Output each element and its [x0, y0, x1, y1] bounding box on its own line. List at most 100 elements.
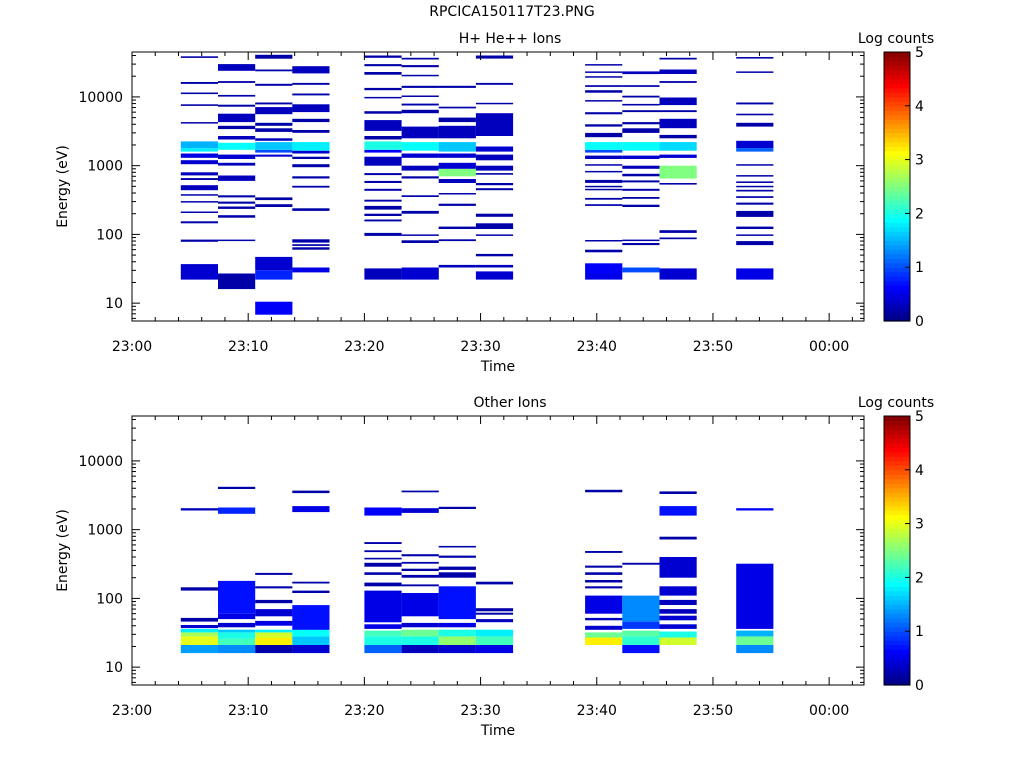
heatmap-cell [292, 645, 330, 654]
colorbar-segment [884, 96, 910, 102]
heatmap-cell [255, 149, 293, 153]
y-tick-label: 10 [105, 296, 123, 312]
heatmap-cell [180, 587, 218, 591]
colorbar-segment [884, 123, 910, 129]
heatmap-cell [218, 104, 256, 107]
heatmap-cell [438, 645, 476, 654]
heatmap-cell [401, 74, 439, 77]
heatmap-cell [401, 240, 439, 243]
colorbar-segment [884, 505, 910, 511]
heatmap-cell [292, 176, 330, 179]
colorbar-segment [884, 208, 910, 214]
colorbar-segment [884, 532, 910, 538]
heatmap-cell [180, 632, 218, 637]
colorbar-tick-label: 4 [915, 463, 924, 479]
colorbar-segment [884, 146, 910, 152]
heatmap-cell [736, 181, 774, 183]
heatmap-cell [180, 141, 218, 149]
colorbar-tick-label: 2 [915, 570, 924, 586]
heatmap-cell [180, 239, 218, 242]
colorbar-segment [884, 235, 910, 241]
heatmap-cell [292, 104, 330, 113]
heatmap-cell [401, 65, 439, 68]
heatmap-cell [585, 551, 623, 553]
heatmap-cell [585, 64, 623, 66]
heatmap-cell [180, 153, 218, 158]
heatmap-cell [622, 188, 660, 191]
heatmap-cell [255, 122, 293, 126]
heatmap-cell [736, 202, 774, 205]
colorbar-segment [884, 581, 910, 587]
heatmap-cell [736, 71, 774, 73]
heatmap-cell [659, 586, 697, 596]
x-tick-label: 23:00 [112, 339, 152, 355]
heatmap-cell [218, 175, 256, 181]
colorbar-segment [884, 213, 910, 219]
colorbar-segment [884, 416, 910, 422]
heatmap-cell [180, 264, 218, 280]
colorbar-segment [884, 249, 910, 255]
heatmap-cell [292, 244, 330, 246]
heatmap-cell [622, 621, 660, 629]
heatmap-cell [401, 593, 439, 617]
heatmap-cell [401, 629, 439, 637]
colorbar-segment [884, 119, 910, 125]
heatmap-cell [364, 199, 402, 202]
heatmap-cell [585, 185, 623, 188]
heatmap-cell [438, 555, 476, 558]
heatmap-cell [364, 557, 402, 560]
colorbar-segment [884, 132, 910, 138]
heatmap-cell [622, 173, 660, 177]
colorbar-segment [884, 568, 910, 574]
colorbar-segment [884, 164, 910, 170]
heatmap-cell [364, 87, 402, 91]
x-axis-label: Time [480, 723, 515, 739]
heatmap-cell [255, 138, 293, 141]
heatmap-cell [622, 95, 660, 98]
heatmap-cell [622, 239, 660, 242]
colorbar-frame [883, 415, 911, 686]
heatmap-cell [585, 100, 623, 102]
heatmap-cell [475, 146, 514, 152]
colorbar-segment [884, 478, 910, 484]
heatmap-cell [622, 562, 660, 565]
heatmap-cell [475, 608, 514, 612]
colorbar-segment [884, 168, 910, 174]
colorbar-segment [884, 501, 910, 507]
heatmap-cell [736, 630, 774, 637]
heatmap-cell [292, 82, 330, 85]
heatmap-cell [585, 155, 623, 159]
colorbar-segment [884, 262, 910, 268]
heatmap-cell [659, 81, 697, 83]
heatmap-cell [585, 572, 623, 575]
colorbar-segment [884, 312, 910, 318]
heatmap-cell [364, 188, 402, 191]
heatmap-cell [401, 109, 439, 114]
colorbar-segment [884, 613, 910, 619]
heatmap-cell [622, 155, 660, 159]
colorbar-segment [884, 510, 910, 516]
heatmap-cell [180, 82, 218, 84]
heatmap-cell [218, 195, 256, 198]
x-tick-label: 23:50 [693, 339, 733, 355]
heatmap-cell [585, 112, 623, 115]
heatmap-cell [585, 617, 623, 621]
colorbar-segment [884, 267, 910, 273]
colorbar-segment [884, 590, 910, 596]
heatmap-cell [218, 125, 256, 130]
heatmap-cell [218, 622, 256, 628]
heatmap-cell [659, 154, 697, 158]
heatmap-cell [292, 490, 330, 494]
heatmap-cell [622, 180, 660, 183]
heatmap-cell [438, 153, 476, 158]
heatmap-cell [364, 507, 402, 516]
colorbar-segment [884, 537, 910, 543]
heatmap-cell [401, 267, 439, 280]
heatmap-cell [218, 613, 256, 620]
heatmap-cell [736, 175, 774, 177]
heatmap-cell [364, 542, 402, 544]
heatmap-cell [659, 118, 697, 129]
colorbar-segment [884, 137, 910, 143]
heatmap-cell [364, 219, 402, 222]
heatmap-cell [364, 645, 402, 654]
